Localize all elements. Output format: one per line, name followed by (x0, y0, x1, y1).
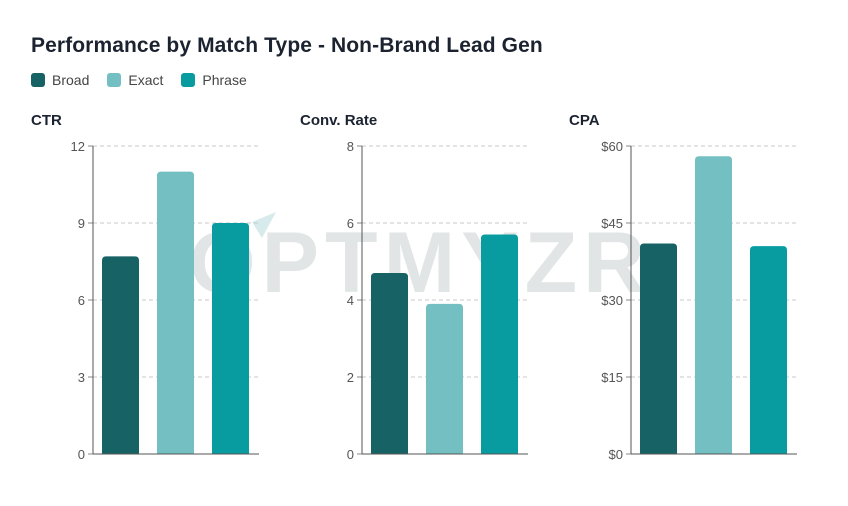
bar-exact[interactable] (695, 156, 732, 454)
bar-broad[interactable] (371, 273, 408, 454)
panel-title: CPA (569, 112, 600, 129)
legend: Broad Exact Phrase (31, 72, 247, 88)
y-tick-label: 6 (78, 293, 85, 308)
legend-label-phrase: Phrase (202, 72, 247, 88)
legend-label-exact: Exact (128, 72, 164, 88)
bar-broad[interactable] (102, 256, 139, 454)
y-tick-label: $45 (601, 216, 623, 231)
y-tick-label: $30 (601, 293, 623, 308)
chart-panel-0: CTR 0 3 6 9 12 (31, 112, 259, 462)
y-tick-label: $60 (601, 139, 623, 154)
bar-phrase[interactable] (212, 223, 249, 454)
bar-phrase[interactable] (481, 234, 518, 454)
panel-title: Conv. Rate (300, 112, 377, 129)
y-tick-label: $15 (601, 370, 623, 385)
legend-swatch-phrase (181, 73, 196, 87)
legend-item-exact[interactable]: Exact (107, 72, 163, 88)
y-tick-label: 3 (78, 370, 85, 385)
legend-swatch-broad (31, 73, 45, 87)
bar-broad[interactable] (640, 243, 677, 454)
y-tick-label: 6 (347, 216, 354, 231)
legend-item-phrase[interactable]: Phrase (181, 72, 247, 88)
bar-phrase[interactable] (750, 246, 787, 454)
y-tick-label: 12 (71, 139, 85, 154)
y-tick-label: 9 (78, 216, 85, 231)
y-tick-label: 2 (347, 370, 354, 385)
legend-label-broad: Broad (52, 72, 90, 88)
y-tick-label: 8 (347, 139, 354, 154)
y-tick-label: 0 (78, 447, 85, 462)
legend-item-broad[interactable]: Broad (31, 72, 89, 88)
y-tick-label: 4 (347, 293, 354, 308)
chart-title: Performance by Match Type - Non-Brand Le… (31, 34, 543, 57)
watermark-text: OPTMYZR (189, 215, 651, 311)
bar-exact[interactable] (157, 171, 194, 454)
chart-panel-2: CPA $0 $15 $30 $45 $60 (569, 112, 797, 462)
legend-swatch-exact (107, 73, 122, 87)
panel-title: CTR (31, 112, 62, 129)
chart-panel-1: Conv. Rate 0 2 4 6 8 (300, 112, 528, 462)
bar-exact[interactable] (426, 303, 463, 454)
y-tick-label: 0 (347, 447, 354, 462)
y-tick-label: $0 (609, 447, 623, 462)
watermark: OPTMYZR (189, 212, 651, 311)
watermark-logo-arrow-icon (252, 212, 276, 238)
